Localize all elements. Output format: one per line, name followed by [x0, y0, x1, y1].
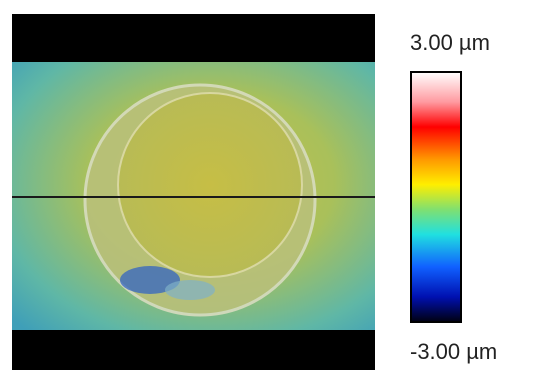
colorbar-min-label: -3.00 µm — [410, 339, 497, 364]
black-band — [12, 14, 375, 62]
colorbar-max-label: 3.00 µm — [410, 30, 490, 55]
inner-disk — [117, 92, 303, 278]
defect — [165, 280, 215, 300]
colorbar: 3.00 µm -3.00 µm — [410, 30, 497, 364]
defect — [120, 266, 180, 294]
black-band — [12, 330, 375, 370]
colorbar-scale — [410, 71, 462, 323]
height-map — [12, 14, 375, 370]
